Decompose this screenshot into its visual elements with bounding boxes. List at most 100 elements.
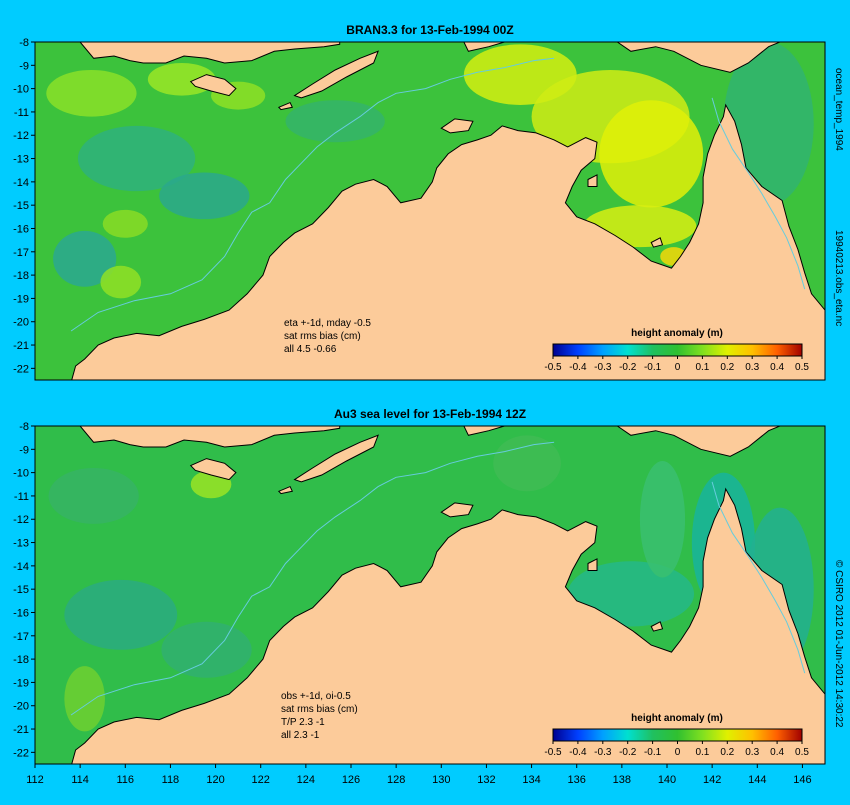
y-tick-label: -15	[13, 200, 29, 212]
anomaly-blob	[48, 467, 139, 524]
colorbar: height anomaly (m) -0.5 -0.4 -0.3 -0.2 -0.1 0…	[544, 713, 809, 758]
colorbar-tick-label: 0.3	[745, 747, 759, 758]
y-tick-label: -11	[14, 107, 29, 119]
annotation-line: eta +-1d, mday -0.5	[284, 318, 371, 329]
mainland	[71, 487, 825, 764]
colorbar-tick-label: -0.5	[544, 747, 562, 758]
colorbar-tick-label: -0.1	[644, 362, 662, 373]
x-tick-label: 124	[297, 774, 315, 786]
island	[79, 42, 341, 64]
island	[650, 621, 664, 632]
y-tick-label: -17	[13, 247, 29, 259]
colorbar-tick-label: 0.3	[745, 362, 759, 373]
landmass	[71, 426, 825, 764]
x-tick-label: 130	[432, 774, 450, 786]
colorbar-tick-label: 0.5	[795, 362, 809, 373]
y-tick-label: -12	[13, 130, 29, 142]
island	[650, 237, 664, 248]
colorbar-tick-label: 0.1	[695, 362, 709, 373]
island	[463, 426, 505, 436]
x-tick-label: 114	[71, 774, 89, 786]
anomaly-blob	[159, 172, 250, 220]
y-tick-label: -19	[13, 293, 29, 305]
island	[463, 42, 505, 52]
island	[189, 458, 237, 481]
y-tick-label: -10	[13, 468, 29, 480]
isobath-east	[711, 97, 806, 290]
y-tick-label: -18	[13, 270, 29, 282]
island	[189, 74, 237, 97]
isobath-line	[70, 57, 806, 332]
colorbar-title: height anomaly (m)	[631, 328, 723, 339]
y-tick-label: -13	[13, 154, 29, 166]
x-tick-label: 146	[793, 774, 811, 786]
colorbar-tick-label: -0.2	[619, 362, 637, 373]
anomaly-blob	[493, 435, 561, 492]
colorbar-tick-label: 0.2	[720, 747, 734, 758]
x-tick-label: 120	[206, 774, 224, 786]
colorbar-tick-label: -0.1	[644, 747, 662, 758]
x-tick-label: 112	[26, 774, 44, 786]
isobath-west	[70, 441, 555, 716]
y-tick-label: -11	[14, 491, 29, 503]
colorbar-tick-label: -0.4	[569, 362, 587, 373]
anomaly-blob	[46, 69, 137, 117]
x-tick-label: 118	[162, 774, 180, 786]
y-tick-label: -21	[13, 340, 29, 352]
x-tick-label: 144	[748, 774, 766, 786]
anomaly-blob	[102, 209, 148, 238]
colorbar-tick-label: 0	[675, 362, 681, 373]
map-area	[35, 426, 825, 764]
anomaly-blob	[639, 460, 686, 578]
annotation-line: T/P 2.3 -1	[281, 717, 325, 728]
colorbar-strip	[552, 728, 803, 742]
side-label-file: ocean_temp_1994	[833, 68, 844, 151]
colorbar-ticks: -0.5 -0.4 -0.3 -0.2 -0.1 0 0.1 0.2 0.3 0.4 0.5	[544, 741, 809, 758]
annotation-box: eta +-1d, mday -0.5 sat rms bias (cm) al…	[284, 318, 371, 355]
y-tick-label: -16	[13, 223, 29, 235]
x-tick-label: 126	[342, 774, 360, 786]
x-tick-label: 138	[613, 774, 631, 786]
colorbar-title: height anomaly (m)	[631, 713, 723, 724]
annotation-line: obs +-1d, oi-0.5	[281, 691, 351, 702]
anomaly-blob	[599, 100, 704, 208]
map-area	[35, 42, 825, 380]
anomaly-blob	[53, 230, 117, 287]
colorbar-tick-label: -0.4	[569, 747, 587, 758]
panel-au3: Au3 sea level for 13-Feb-1994 12Z -8 -9 -1…	[13, 407, 844, 765]
colorbar-tick-label: 0	[675, 747, 681, 758]
panel-title: Au3 sea level for 13-Feb-1994 12Z	[334, 407, 526, 421]
y-tick-label: -20	[13, 701, 29, 713]
y-tick-label: -19	[13, 677, 29, 689]
x-tick-label: 140	[658, 774, 676, 786]
anomaly-blob	[285, 100, 385, 143]
island	[616, 42, 781, 73]
panel-bran: BRAN3.3 for 13-Feb-1994 00Z -8 -9 -10 -11 -1…	[13, 23, 844, 381]
landmass	[71, 42, 825, 380]
map-frame	[34, 41, 826, 381]
island	[293, 50, 379, 99]
isobath-west	[70, 57, 555, 332]
isobath-line	[70, 441, 806, 716]
x-tick-label: 136	[568, 774, 586, 786]
x-tick-label: 122	[252, 774, 270, 786]
y-tick-label: -8	[19, 37, 29, 49]
x-tick-label: 142	[703, 774, 721, 786]
island	[293, 434, 379, 483]
y-tick-label: -12	[13, 514, 29, 526]
y-tick-label: -22	[13, 363, 29, 375]
y-tick-label: -8	[19, 421, 29, 433]
anomaly-blob	[723, 42, 814, 206]
colorbar-tick-label: 0.4	[770, 362, 784, 373]
colorbar-ticks: -0.5 -0.4 -0.3 -0.2 -0.1 0 0.1 0.2 0.3 0.4 0.5	[544, 356, 809, 373]
mainland	[71, 103, 825, 380]
colorbar-tick-label: 0.2	[720, 362, 734, 373]
colorbar-strip	[552, 343, 803, 357]
x-tick-label: 116	[117, 774, 135, 786]
x-tick-label: 128	[387, 774, 405, 786]
map-frame	[34, 425, 826, 765]
island	[79, 426, 341, 448]
anomaly-blob	[161, 621, 252, 678]
